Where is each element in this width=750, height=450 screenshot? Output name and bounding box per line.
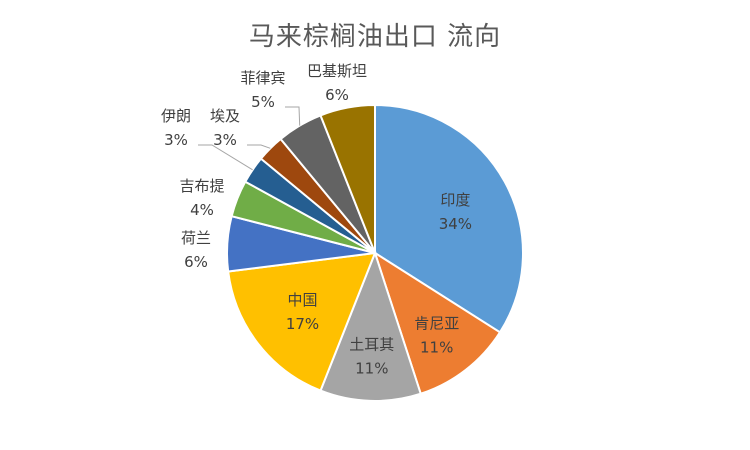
slice-label-pct-10: 6% (325, 86, 349, 104)
slice-label-pct-4: 17% (286, 315, 319, 333)
pie-slice-10 (319, 103, 376, 254)
slice-label-name-2: 肯尼亚 (414, 315, 459, 333)
leader-line-9 (285, 106, 301, 126)
slice-label-pct-5: 6% (184, 253, 208, 271)
slice-label-name-8: 埃及 (210, 107, 240, 125)
pie-slice-3 (319, 250, 422, 403)
slice-label-pct-2: 11% (420, 339, 453, 357)
slice-label-name-9: 菲律宾 (240, 69, 285, 87)
slice-label-pct-8: 3% (213, 131, 237, 149)
slice-label-name-1: 印度 (440, 191, 470, 209)
slice-label-name-6: 吉布提 (179, 177, 224, 195)
pie-slice-2 (373, 250, 502, 396)
leader-line-7 (198, 144, 253, 171)
pie-slice-4 (227, 251, 377, 392)
slice-label-pct-6: 4% (190, 201, 214, 219)
slice-label-pct-1: 34% (439, 215, 472, 233)
slice-label-name-3: 土耳其 (349, 336, 394, 354)
slice-label-name-7: 伊朗 (161, 107, 191, 125)
leader-line-8 (247, 144, 271, 149)
slice-label-name-5: 荷兰 (181, 229, 211, 247)
slice-label-pct-3: 11% (355, 360, 388, 378)
slice-label-pct-7: 3% (164, 131, 188, 149)
slice-label-name-4: 中国 (287, 291, 317, 309)
slice-label-name-10: 巴基斯坦 (307, 62, 367, 80)
slice-label-pct-9: 5% (251, 93, 275, 111)
chart-title: 马来棕榈油出口 流向 (248, 22, 502, 52)
